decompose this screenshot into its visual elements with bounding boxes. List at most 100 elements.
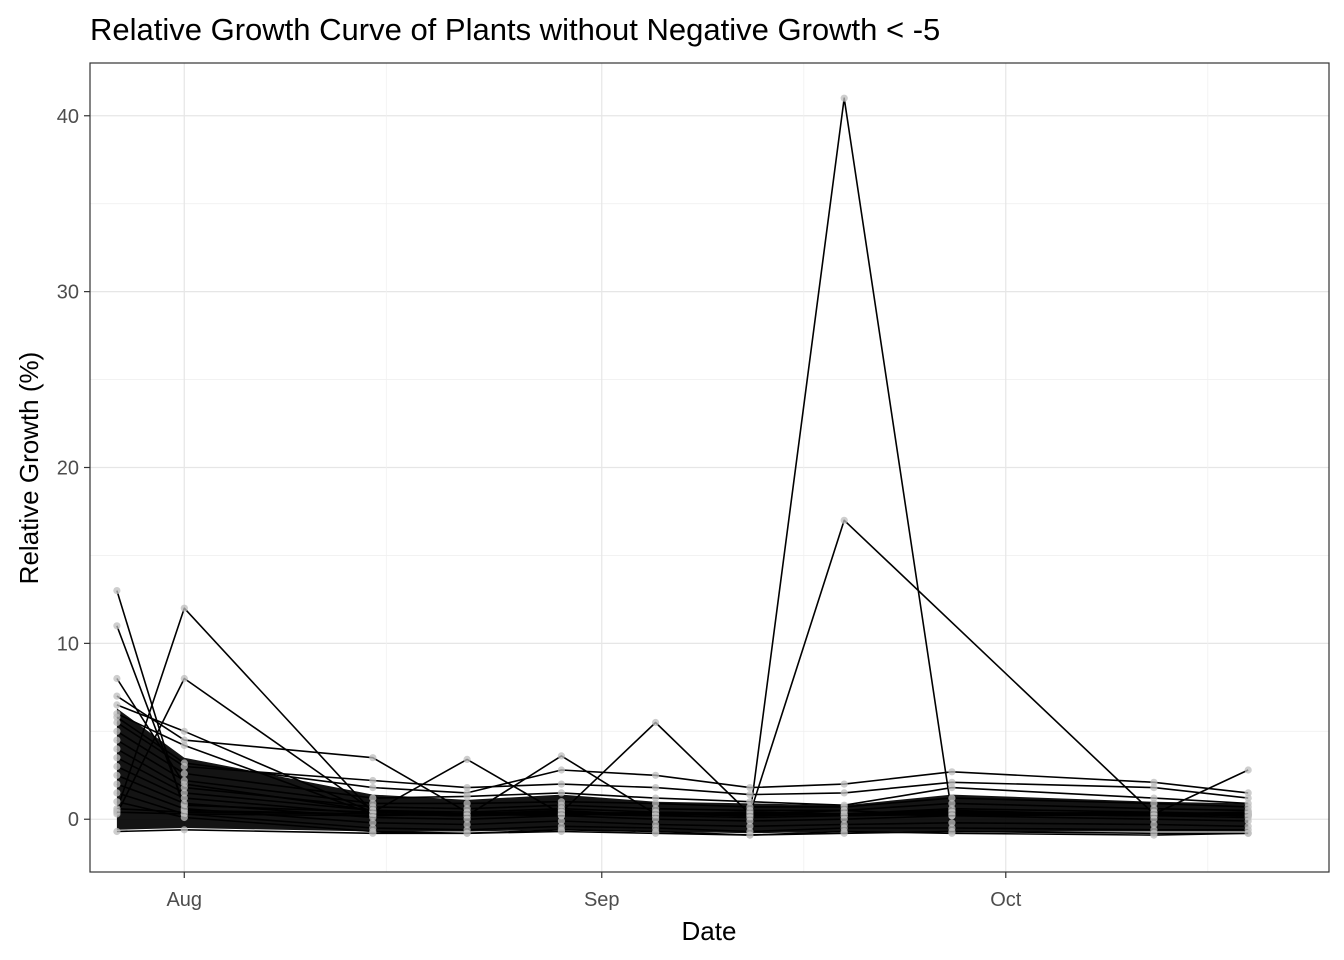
series-10-point-9 <box>1150 778 1158 786</box>
x-tick-label-2: Oct <box>990 889 1022 911</box>
series-9-point-4 <box>557 752 566 760</box>
series-17-point-4 <box>557 812 566 820</box>
series-21 <box>113 826 1252 839</box>
series-20-point-1 <box>180 813 188 822</box>
series-11-point-3 <box>463 784 471 792</box>
series-18-point-3 <box>463 820 471 829</box>
series-21-point-5 <box>652 829 660 837</box>
series-group <box>113 94 1252 839</box>
series-19-point-0 <box>113 789 121 797</box>
y-tick-label-1: 10 <box>57 633 79 655</box>
series-17-point-10 <box>1244 817 1252 825</box>
y-tick-label-2: 20 <box>57 458 79 480</box>
series-17-point-2 <box>369 813 377 822</box>
series-0-point-0 <box>113 587 121 595</box>
series-21-point-7 <box>840 829 848 837</box>
chart-title: Relative Growth Curve of Plants without … <box>90 12 940 47</box>
series-14-point-1 <box>180 784 188 792</box>
series-11-point-6 <box>746 791 754 799</box>
series-14-point-0 <box>113 745 121 753</box>
series-12-point-1 <box>180 769 188 778</box>
series-4-point-7 <box>840 94 848 102</box>
y-tick-label-3: 30 <box>57 282 79 304</box>
series-11 <box>113 718 1252 802</box>
series-8-point-0 <box>113 701 121 709</box>
series-11-point-5 <box>652 784 660 792</box>
series-18-point-1 <box>180 805 188 813</box>
series-17-point-8 <box>948 812 956 820</box>
x-tick-label-0: Aug <box>166 889 202 911</box>
series-11-point-8 <box>948 778 956 786</box>
series-5-point-7 <box>840 516 848 524</box>
y-tick-label-4: 40 <box>57 106 79 128</box>
series-18-point-6 <box>746 822 754 830</box>
series-10-point-8 <box>948 768 956 776</box>
data-band <box>116 708 1249 834</box>
series-12-point-5 <box>652 794 660 802</box>
y-axis-title: Relative Growth (%) <box>14 352 44 585</box>
series-11-point-7 <box>840 789 848 797</box>
series-21-point-1 <box>180 826 188 834</box>
series-21-point-0 <box>113 827 121 836</box>
x-axis-title: Date <box>682 916 737 946</box>
series-17-point-6 <box>746 817 754 825</box>
series-17-point-0 <box>113 771 121 779</box>
series-8-point-1 <box>180 727 188 735</box>
series-10-point-7 <box>840 780 848 788</box>
series-16-point-1 <box>180 794 188 802</box>
series-18-point-8 <box>948 819 956 827</box>
series-9-point-1 <box>180 741 188 750</box>
series-10-point-4 <box>557 766 566 774</box>
x-tick-label-1: Sep <box>584 889 620 911</box>
series-11-point-4 <box>557 780 566 788</box>
series-20-point-0 <box>113 798 121 806</box>
series-10-point-0 <box>113 713 121 721</box>
dense-line-band <box>116 708 1249 834</box>
series-21-point-6 <box>746 831 754 839</box>
series-17-point-1 <box>180 799 188 808</box>
series-21-point-3 <box>463 829 471 837</box>
series-17 <box>113 771 1252 825</box>
series-12-point-6 <box>746 798 754 806</box>
series-14-point-8 <box>948 799 956 808</box>
series-11-point-2 <box>369 776 377 785</box>
series-13-point-3 <box>463 799 471 808</box>
series-12-point-0 <box>113 727 121 735</box>
series-12-point-8 <box>948 784 956 792</box>
series-21-point-10 <box>1244 829 1252 837</box>
series-18-point-0 <box>113 780 121 788</box>
series-11-point-9 <box>1150 784 1158 792</box>
series-7-point-10 <box>1244 766 1252 774</box>
series-21-point-4 <box>557 827 566 836</box>
series-11-point-1 <box>180 762 188 771</box>
y-tick-label-0: 0 <box>68 809 79 831</box>
series-15-point-1 <box>180 789 188 797</box>
series-7-point-2 <box>369 754 377 762</box>
series-21-point-8 <box>948 827 956 836</box>
series-11-point-0 <box>113 718 121 727</box>
series-17-point-3 <box>463 815 471 823</box>
series-12-point-2 <box>369 794 377 802</box>
series-13-point-0 <box>113 736 121 744</box>
series-12-point-4 <box>557 789 566 797</box>
series-8-point-3 <box>463 755 471 764</box>
series-6-point-0 <box>113 674 121 683</box>
series-17-point-5 <box>652 815 660 823</box>
series-10-point-2 <box>369 784 377 792</box>
series-16-point-0 <box>113 762 121 771</box>
series-11-point-10 <box>1244 794 1252 802</box>
series-10-point-5 <box>652 771 660 779</box>
series-13-point-5 <box>652 799 660 808</box>
series-12-point-3 <box>463 792 471 801</box>
series-21-point-9 <box>1150 829 1158 837</box>
series-12 <box>113 727 1252 809</box>
series-10-point-10 <box>1244 789 1252 797</box>
series-1-point-0 <box>113 622 121 630</box>
series-15-point-0 <box>113 754 121 762</box>
series-3-point-1 <box>180 674 188 683</box>
series-13-point-9 <box>1150 799 1158 808</box>
series-2-point-1 <box>180 604 188 612</box>
series-18-point-4 <box>557 817 566 825</box>
series-18-point-9 <box>1150 820 1158 829</box>
